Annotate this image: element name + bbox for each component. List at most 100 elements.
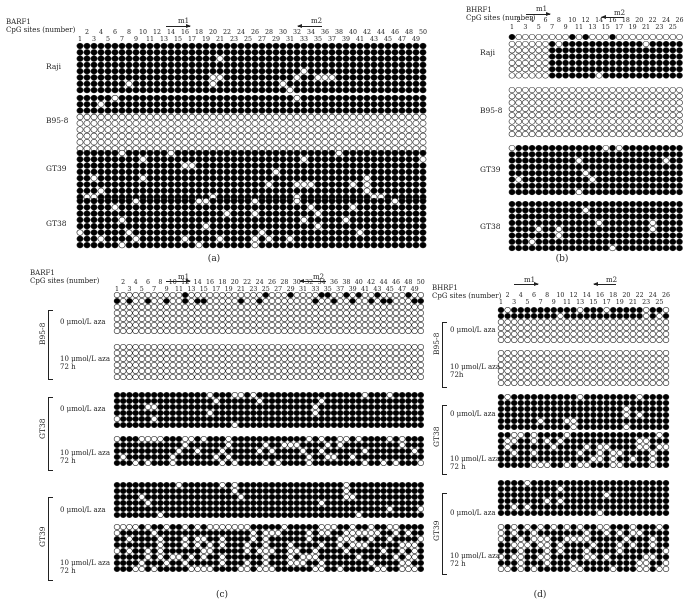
methylated-cpg — [542, 232, 549, 239]
methylated-cpg — [321, 210, 329, 217]
methylated-cpg — [343, 454, 350, 460]
methylated-cpg — [237, 410, 245, 416]
methylated-cpg — [125, 162, 133, 169]
methylated-cpg — [111, 80, 119, 87]
methylated-cpg — [104, 162, 112, 169]
methylated-cpg — [125, 210, 133, 217]
cpg-tick-label: 1 — [77, 36, 83, 43]
methylated-cpg — [391, 156, 399, 163]
methylated-cpg — [113, 454, 121, 460]
methylated-cpg — [550, 400, 558, 406]
methylated-cpg — [649, 406, 657, 412]
methylated-cpg — [275, 548, 282, 554]
unmethylated-cpg — [582, 86, 589, 94]
unmethylated-cpg — [412, 132, 420, 140]
methylated-cpg — [202, 187, 210, 194]
methylated-cpg — [355, 410, 362, 416]
methylated-cpg — [219, 548, 226, 554]
methylated-cpg — [589, 163, 596, 170]
methylated-cpg — [231, 410, 239, 416]
cpg-tick-label: 25 — [668, 24, 677, 31]
methylated-cpg — [355, 404, 362, 410]
methylated-cpg — [391, 223, 399, 230]
group-bracket — [48, 397, 53, 471]
methylated-cpg — [230, 187, 238, 194]
methylated-cpg — [287, 566, 294, 572]
methylated-cpg — [219, 392, 226, 398]
unmethylated-cpg — [194, 448, 201, 454]
methylated-cpg — [216, 86, 224, 94]
methylated-cpg — [337, 422, 344, 428]
methylated-cpg — [530, 412, 538, 418]
methylated-cpg — [405, 181, 413, 188]
unmethylated-cpg — [237, 113, 245, 121]
unmethylated-cpg — [262, 554, 269, 560]
unmethylated-cpg — [577, 368, 584, 374]
unmethylated-cpg — [126, 350, 133, 356]
unmethylated-cpg — [380, 310, 387, 316]
unmethylated-cpg — [555, 93, 563, 100]
methylated-cpg — [543, 313, 551, 319]
methylated-cpg — [258, 68, 266, 75]
methylated-cpg — [244, 460, 251, 466]
methylated-cpg — [622, 213, 630, 220]
unmethylated-cpg — [151, 298, 158, 304]
cpg-tick-label: 33 — [311, 286, 320, 293]
methylated-cpg — [175, 488, 183, 494]
methylated-cpg — [380, 560, 387, 566]
methylated-cpg — [342, 241, 350, 249]
unmethylated-cpg — [206, 316, 214, 322]
methylated-cpg — [83, 107, 91, 114]
methylated-cpg — [209, 42, 217, 50]
unmethylated-cpg — [636, 362, 643, 368]
methylated-cpg — [104, 216, 112, 224]
methylated-cpg — [256, 410, 263, 416]
unmethylated-cpg — [570, 418, 577, 424]
unmethylated-cpg — [616, 368, 624, 374]
unmethylated-cpg — [318, 316, 325, 322]
methylated-cpg — [219, 530, 226, 536]
methylated-cpg — [231, 500, 239, 506]
methylated-cpg — [194, 392, 201, 398]
methylated-cpg — [90, 42, 98, 50]
unmethylated-cpg — [90, 113, 98, 121]
unmethylated-cpg — [384, 126, 392, 133]
methylated-cpg — [132, 410, 139, 416]
methylated-cpg — [530, 307, 538, 313]
unmethylated-cpg — [318, 436, 325, 442]
unmethylated-cpg — [83, 132, 91, 140]
unmethylated-cpg — [144, 350, 152, 356]
unmethylated-cpg — [583, 368, 591, 374]
methylated-cpg — [548, 66, 556, 73]
methylated-cpg — [356, 168, 364, 176]
unmethylated-cpg — [90, 120, 98, 127]
unmethylated-cpg — [337, 322, 344, 328]
methylated-cpg — [250, 524, 257, 530]
methylated-cpg — [293, 61, 301, 69]
methylated-cpg — [76, 187, 84, 194]
methylated-cpg — [361, 548, 369, 554]
methylated-cpg — [405, 512, 412, 518]
unmethylated-cpg — [610, 356, 617, 362]
methylated-cpg — [398, 149, 406, 157]
methylated-cpg — [318, 554, 325, 560]
methylated-cpg — [153, 94, 161, 102]
methylated-cpg — [569, 245, 576, 252]
unmethylated-cpg — [343, 548, 350, 554]
unmethylated-cpg — [126, 524, 133, 530]
unmethylated-cpg — [596, 380, 604, 386]
methylated-cpg — [405, 197, 413, 205]
cpg-tick-label: 20 — [635, 17, 644, 24]
methylated-cpg — [174, 68, 182, 75]
methylated-cpg — [622, 144, 630, 152]
methylated-cpg — [293, 235, 301, 242]
methylated-cpg — [355, 524, 362, 530]
methylated-cpg — [138, 536, 146, 542]
methylated-cpg — [83, 241, 91, 249]
unmethylated-cpg — [349, 374, 356, 380]
methylated-cpg — [569, 47, 576, 54]
unmethylated-cpg — [368, 344, 375, 350]
unmethylated-cpg — [151, 356, 158, 362]
methylated-cpg — [582, 245, 589, 252]
methylated-cpg — [126, 494, 133, 500]
